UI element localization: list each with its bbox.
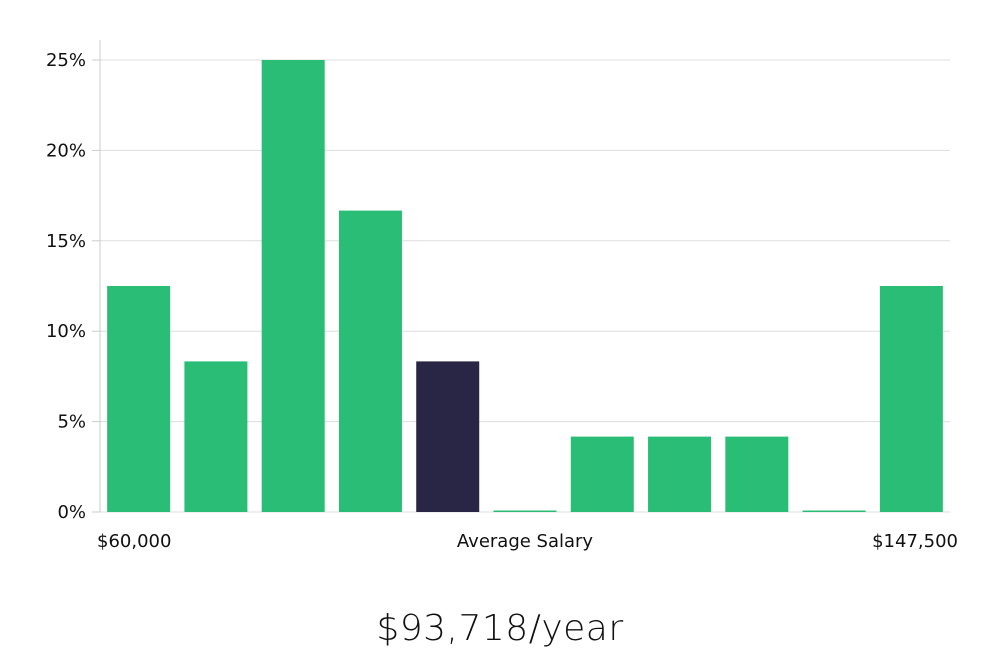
bar-average-highlight [416,361,480,512]
bar [725,436,789,512]
bar [493,510,557,512]
bar [802,510,866,512]
bar [261,60,325,512]
bar [648,436,712,512]
bar [184,361,248,512]
average-salary-value: $93,718/year [376,608,624,649]
salary-histogram: 0%5%10%15%20%25% $60,000 Average Salary … [46,40,958,552]
bar [338,210,402,513]
x-min-label: $60,000 [97,531,171,552]
y-tick-label: 20% [46,140,86,161]
bar [570,436,634,512]
bar [879,286,943,512]
bars [107,60,943,513]
y-tick-label: 15% [46,231,86,252]
x-max-label: $147,500 [872,531,958,552]
y-tick-labels: 0% 5% 10% 15% 20% 25% [46,50,86,523]
y-tick-label: 10% [46,321,86,342]
x-axis-title: Average Salary [457,531,594,552]
y-tick-label: 25% [46,50,86,71]
y-tick-label: 0% [57,502,86,523]
y-tick-label: 5% [57,412,86,433]
bar [107,286,171,512]
